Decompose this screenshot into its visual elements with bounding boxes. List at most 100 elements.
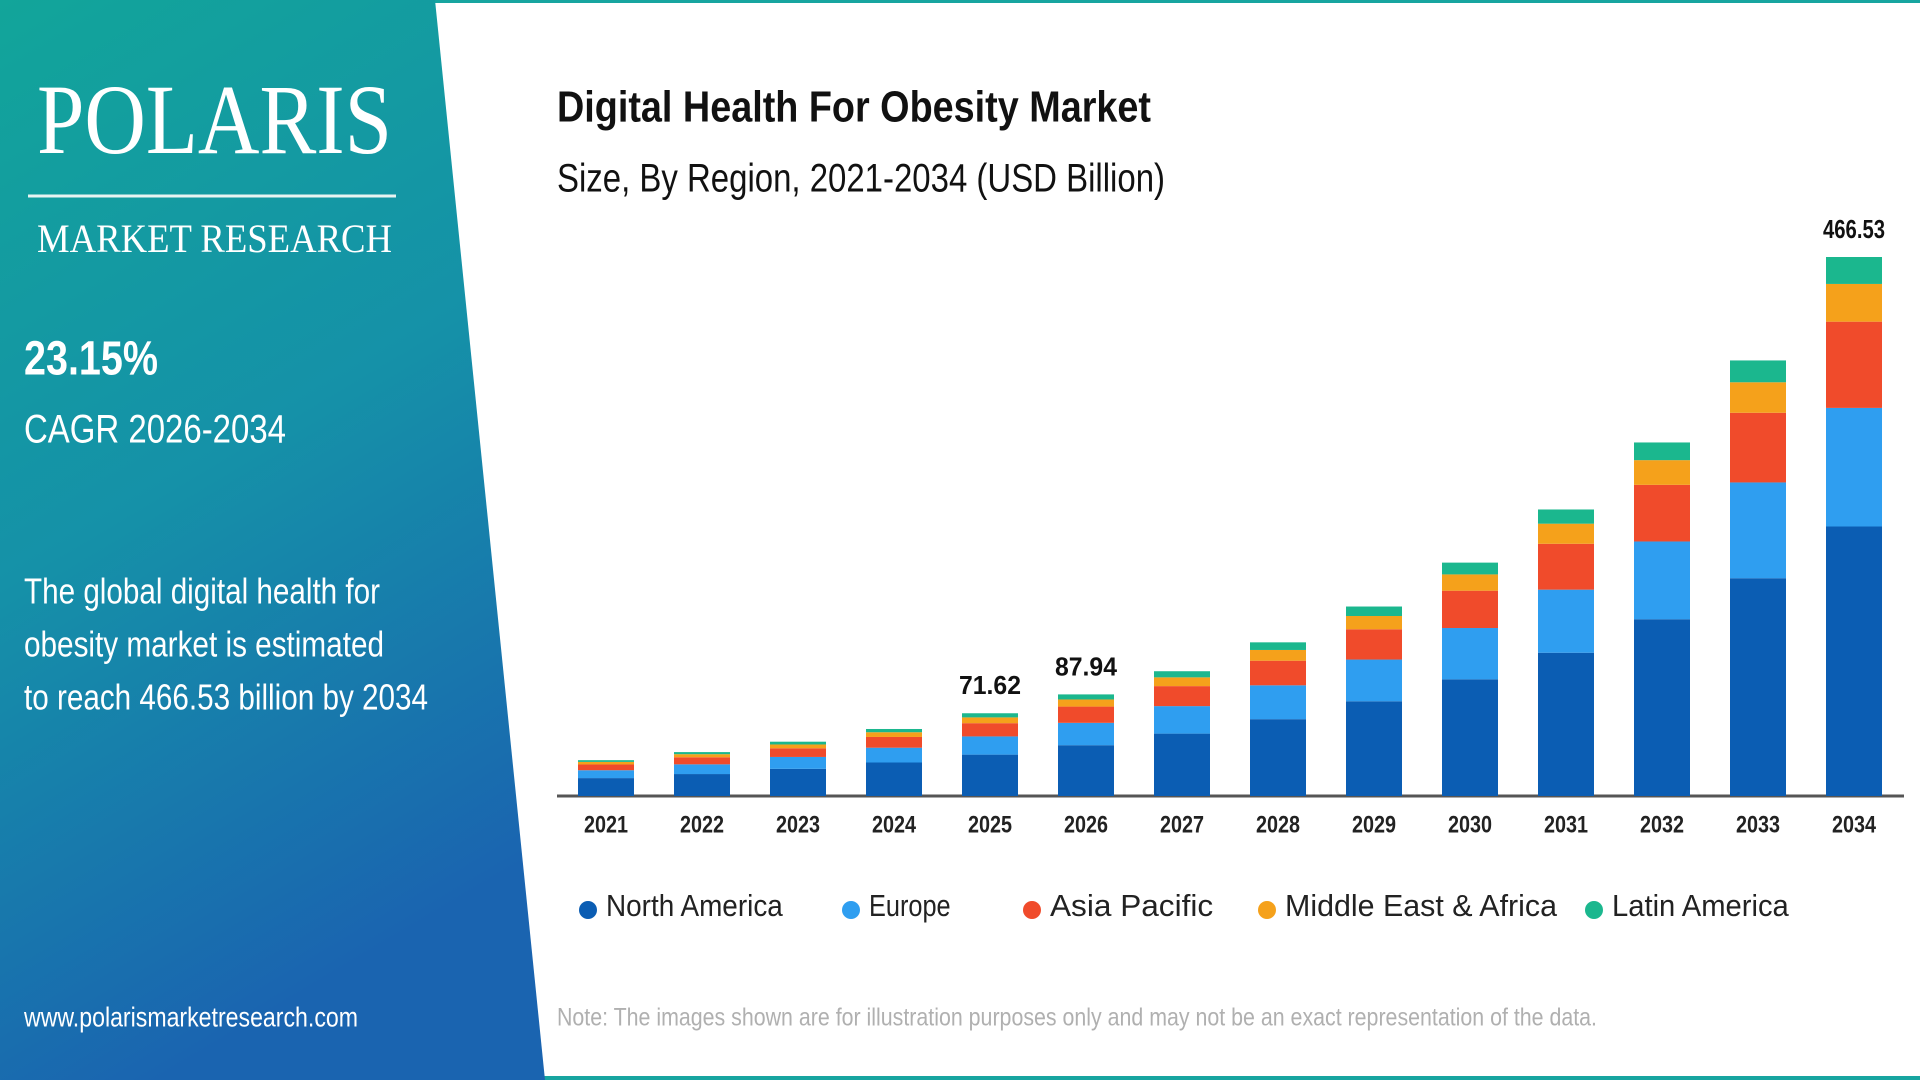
bar-segment <box>866 747 922 763</box>
bar-segment <box>1058 694 1114 700</box>
legend-marker <box>579 901 597 919</box>
total-label: 71.62 <box>959 670 1021 700</box>
legend-marker <box>1023 901 1041 919</box>
logo-name: POLARIS <box>37 64 392 175</box>
bar-segment <box>1634 442 1690 461</box>
bar-segment <box>866 762 922 796</box>
bottom-border <box>0 1076 1920 1080</box>
legend-label: Asia Pacific <box>1050 888 1213 923</box>
x-tick-label: 2033 <box>1736 811 1780 838</box>
bar-segment <box>1154 677 1210 687</box>
bar-segment <box>1250 649 1306 661</box>
bar-segment <box>578 778 634 796</box>
bar-segment <box>1346 615 1402 630</box>
bar-segment <box>1442 628 1498 680</box>
legend-marker <box>1258 901 1276 919</box>
bar-segment <box>674 754 730 758</box>
bar-segment <box>1826 407 1882 527</box>
x-tick-label: 2029 <box>1352 811 1396 838</box>
bar-segment <box>962 754 1018 796</box>
bar-segment <box>866 736 922 748</box>
bar-segment <box>674 774 730 796</box>
bar-segment <box>1154 706 1210 734</box>
legend-label: North America <box>606 888 783 923</box>
bar-segment <box>1250 660 1306 686</box>
x-tick-label: 2028 <box>1256 811 1300 838</box>
bar-segment <box>962 717 1018 724</box>
bar-segment <box>770 744 826 749</box>
bar-segment <box>1346 629 1402 660</box>
bar-segment <box>1250 719 1306 796</box>
bar-segment <box>1250 642 1306 650</box>
logo-tagline: MARKET RESEARCH <box>37 216 392 261</box>
bar-segment <box>1442 574 1498 591</box>
x-tick-label: 2031 <box>1544 811 1588 838</box>
bar-segment <box>1634 484 1690 542</box>
bar-segment <box>866 728 922 733</box>
bar-segment <box>674 752 730 755</box>
sidebar-panel <box>0 0 545 1080</box>
x-tick-label: 2030 <box>1448 811 1492 838</box>
bar-segment <box>962 723 1018 737</box>
bar-segment <box>1826 526 1882 796</box>
note: Note: The images shown are for illustrat… <box>557 1004 1597 1032</box>
x-tick-label: 2021 <box>584 811 628 838</box>
x-tick-label: 2034 <box>1832 811 1877 838</box>
bar-segment <box>770 748 826 757</box>
bar-segment <box>674 764 730 775</box>
bar-segment <box>1058 745 1114 796</box>
bar-segment <box>578 770 634 779</box>
bar-segment <box>1826 257 1882 284</box>
bar-segment <box>1442 562 1498 575</box>
bar-segment <box>1730 382 1786 413</box>
bar-segment <box>1250 685 1306 720</box>
bar-segment <box>1538 509 1594 524</box>
bar-segment <box>1346 701 1402 796</box>
bar-segment <box>1442 679 1498 796</box>
bar-segment <box>962 713 1018 718</box>
bar-segment <box>1346 606 1402 616</box>
chart-title: Digital Health For Obesity Market <box>557 83 1151 132</box>
cagr-value: 23.15% <box>24 333 158 386</box>
legend-label: Europe <box>869 888 951 923</box>
summary-line: obesity market is estimated <box>24 624 384 665</box>
bar-segment <box>770 741 826 745</box>
bar-segment <box>1730 412 1786 483</box>
cagr-label: CAGR 2026-2034 <box>24 408 286 452</box>
bar-segment <box>1154 733 1210 796</box>
bar-segment <box>1538 589 1594 653</box>
bar-segment <box>1634 619 1690 796</box>
bar-segment <box>1058 699 1114 707</box>
bar-segment <box>1634 541 1690 620</box>
total-label: 466.53 <box>1823 214 1885 244</box>
legend-marker <box>842 901 860 919</box>
bar-segment <box>1538 523 1594 544</box>
bar-segment <box>770 768 826 796</box>
top-border <box>0 0 1920 3</box>
x-tick-label: 2024 <box>872 811 917 838</box>
bar-segment <box>578 760 634 762</box>
bar-segment <box>1058 706 1114 723</box>
bar-segment <box>1346 659 1402 702</box>
bar-segment <box>1730 578 1786 796</box>
bar-segment <box>1826 321 1882 408</box>
bar-segment <box>1154 686 1210 707</box>
bar-segment <box>1538 652 1594 796</box>
x-tick-label: 2032 <box>1640 811 1684 838</box>
bar-segment <box>1154 671 1210 678</box>
website: www.polarismarketresearch.com <box>23 1001 358 1032</box>
chart-subtitle: Size, By Region, 2021-2034 (USD Billion) <box>557 157 1165 201</box>
x-tick-label: 2026 <box>1064 811 1108 838</box>
bar-segment <box>962 736 1018 755</box>
total-label: 87.94 <box>1055 651 1118 681</box>
bar-segment <box>1538 543 1594 590</box>
bar-segment <box>1442 590 1498 629</box>
bar-segment <box>1058 722 1114 746</box>
x-tick-label: 2025 <box>968 811 1012 838</box>
bar-segment <box>866 732 922 737</box>
bar-segment <box>578 761 634 765</box>
bar-segment <box>1730 482 1786 579</box>
x-tick-label: 2023 <box>776 811 820 838</box>
